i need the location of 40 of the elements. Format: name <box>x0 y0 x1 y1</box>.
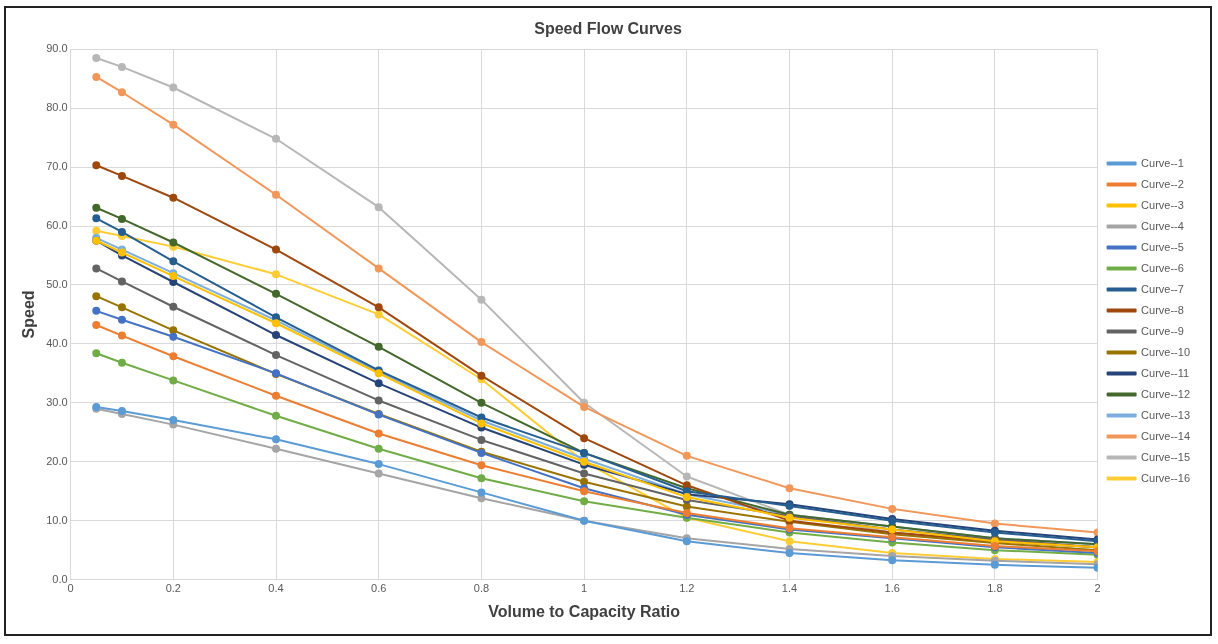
legend-label: Curve--9 <box>1141 324 1184 337</box>
x-tick-label: 1.4 <box>781 582 798 595</box>
legend-label: Curve--2 <box>1141 177 1184 190</box>
legend-label: Curve--7 <box>1141 282 1184 295</box>
legend-label: Curve--5 <box>1141 240 1184 253</box>
legend-label: Curve--3 <box>1141 198 1184 211</box>
legend-label: Curve--6 <box>1141 261 1184 274</box>
legend-label: Curve--4 <box>1141 219 1184 232</box>
x-tick-label: 1.8 <box>987 582 1003 595</box>
y-tick-label: 80.0 <box>46 101 68 114</box>
y-tick-label: 50.0 <box>46 277 68 290</box>
x-tick-label: 0.2 <box>165 582 181 595</box>
y-tick-label: 10.0 <box>46 513 68 526</box>
y-tick-label: 90.0 <box>46 42 68 55</box>
legend-label: Curve--13 <box>1141 408 1190 421</box>
x-tick-label: 0.6 <box>371 582 387 595</box>
y-axis-title: Speed <box>20 290 38 339</box>
x-tick-label: 0.8 <box>473 582 490 595</box>
x-tick-label: 2 <box>1094 582 1101 595</box>
x-tick-label: 1.2 <box>679 582 695 595</box>
x-tick-label: 0 <box>67 582 74 595</box>
y-tick-label: 60.0 <box>46 219 68 232</box>
legend-label: Curve--11 <box>1141 366 1190 379</box>
legend-label: Curve--1 <box>1141 156 1184 169</box>
legend-label: Curve--8 <box>1141 303 1184 316</box>
y-tick-label: 40.0 <box>46 336 68 349</box>
y-tick-label: 70.0 <box>46 160 68 173</box>
legend-label: Curve--15 <box>1141 450 1190 463</box>
y-tick-label: 0.0 <box>52 572 68 585</box>
x-axis-title: Volume to Capacity Ratio <box>488 602 681 620</box>
legend-label: Curve--14 <box>1141 429 1190 442</box>
legend-label: Curve--10 <box>1141 345 1190 358</box>
y-tick-label: 30.0 <box>46 395 68 408</box>
x-tick-label: 0.4 <box>268 582 284 595</box>
x-tick-label: 1 <box>581 582 588 595</box>
x-tick-label: 1.6 <box>884 582 900 595</box>
legend-label: Curve--16 <box>1141 471 1190 484</box>
y-tick-label: 20.0 <box>46 454 68 467</box>
chart-title: Speed Flow Curves <box>534 20 682 38</box>
legend-label: Curve--12 <box>1141 387 1190 400</box>
